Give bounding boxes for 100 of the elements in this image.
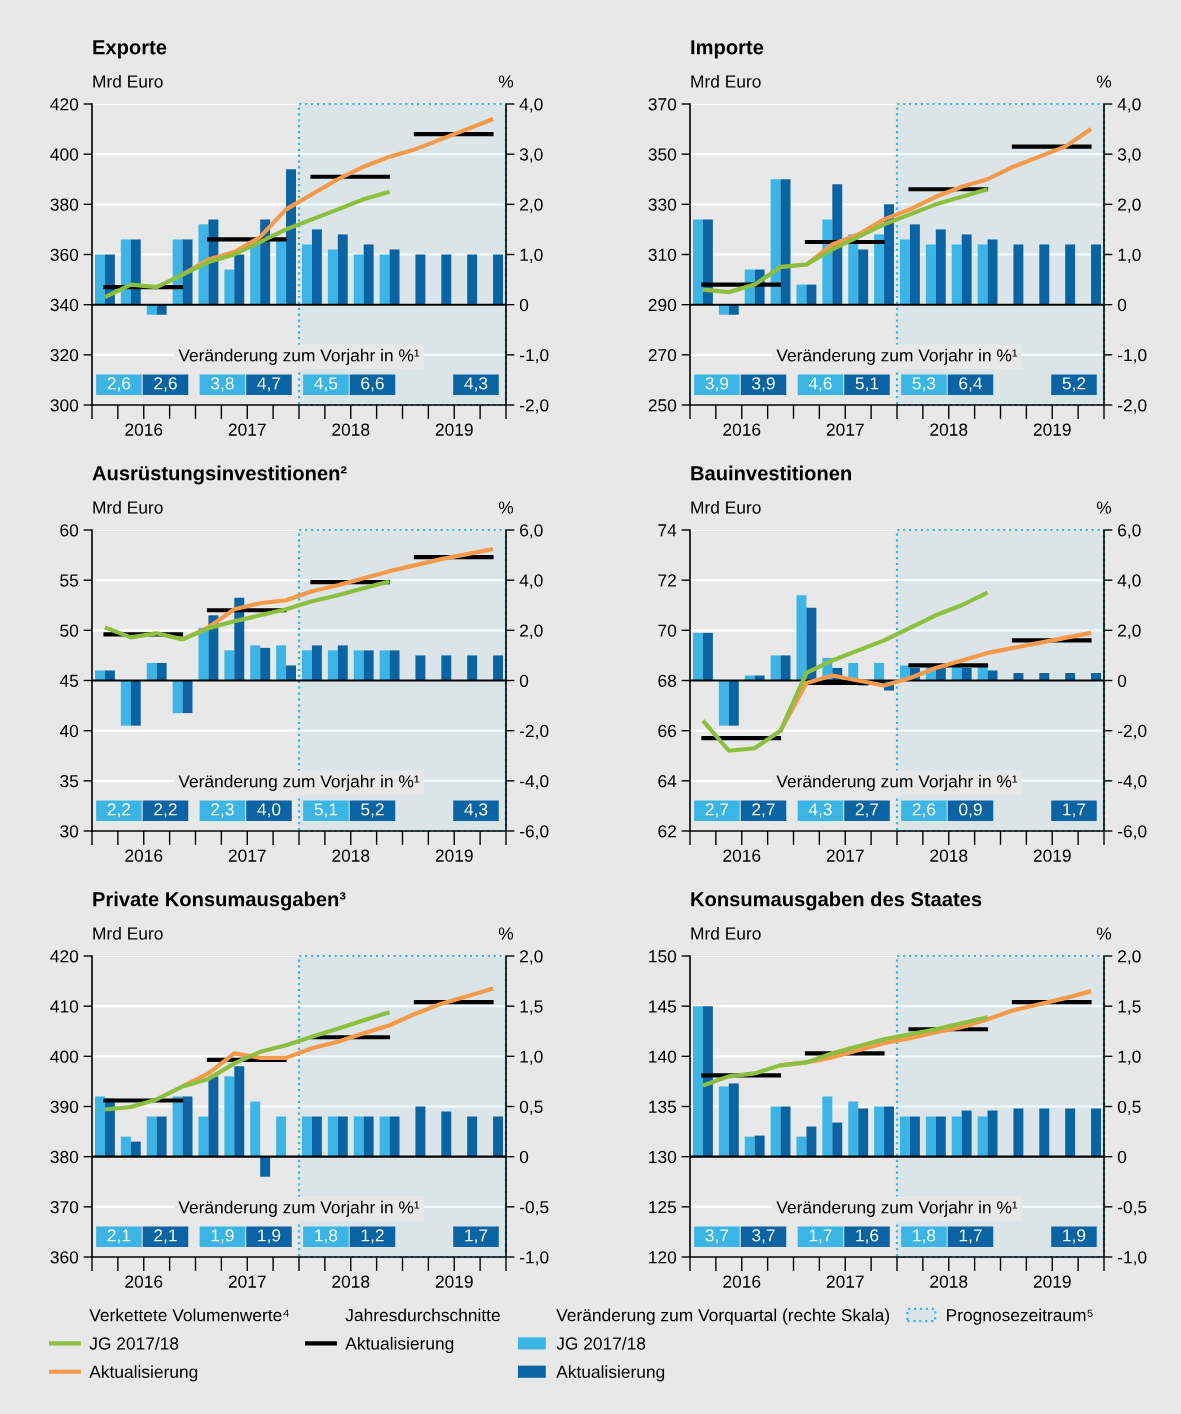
annotation: 1,8 (315, 1229, 338, 1244)
y-tick-label: 64 (658, 775, 677, 788)
y2-tick-label: 1,0 (1118, 248, 1141, 264)
y-tick-label: 410 (50, 1000, 79, 1013)
bar (822, 1096, 833, 1157)
y2-tick-label: -6,0 (519, 825, 549, 840)
bar (702, 632, 713, 681)
bar (415, 254, 426, 305)
bar (702, 1006, 713, 1157)
bar (987, 239, 998, 305)
annotation: 6,6 (361, 377, 384, 392)
legend-label: JG 2017/18 (556, 1336, 646, 1350)
annotation: 4,0 (257, 803, 281, 818)
y2-tick-label: 0,5 (1117, 1100, 1141, 1116)
bar (234, 254, 245, 305)
bar (693, 219, 703, 305)
annotation: 1,7 (1063, 803, 1086, 818)
bar (441, 1111, 452, 1157)
annotation: 2,7 (855, 803, 879, 818)
bar (467, 655, 478, 681)
legend-label: Prognosezeitraum⁵ (947, 1308, 1093, 1325)
y2-tick-label: 4,0 (519, 574, 543, 589)
bar (900, 239, 910, 305)
bar (770, 179, 781, 305)
bar (1091, 244, 1101, 305)
bar (250, 244, 261, 305)
y-tick-label: 55 (60, 574, 79, 587)
bar (208, 1076, 219, 1157)
bar (693, 1006, 703, 1157)
annotation: 2,2 (107, 803, 131, 818)
y-axis-title: Mrd Euro (93, 926, 163, 940)
bar (900, 1116, 910, 1157)
y2-tick-label: 6,0 (1118, 524, 1141, 539)
line-series (102, 579, 392, 642)
bar (728, 1083, 739, 1157)
annotation: 1,9 (258, 1229, 281, 1244)
y-tick-label: 300 (50, 399, 79, 412)
bar (276, 239, 287, 305)
y-tick-label: 320 (50, 349, 79, 362)
line-series (102, 189, 392, 300)
bar (302, 650, 312, 681)
legend-label: Aktualisierung (89, 1365, 198, 1382)
y2-tick-label: -1,0 (519, 1251, 549, 1266)
annotation: 1,9 (211, 1229, 234, 1244)
chart-title: Konsumausgaben des Staates (691, 891, 982, 911)
annotation: 1,2 (361, 1229, 384, 1244)
bar (260, 647, 271, 681)
annotation: 2,7 (705, 803, 729, 818)
y-tick-label: 66 (658, 724, 677, 738)
x-tick-label: 2016 (723, 1275, 761, 1288)
y-tick-label: 310 (648, 248, 677, 261)
bar (224, 650, 235, 681)
annotation: 0,9 (959, 803, 982, 818)
bar (276, 645, 287, 681)
bar (353, 254, 364, 305)
y-tick-label: 360 (50, 1251, 79, 1264)
y2-tick-label: 0 (1117, 298, 1127, 312)
line-series (102, 1010, 392, 1112)
y2-tick-label: 1,0 (520, 248, 543, 264)
y-tick-label: 350 (648, 148, 677, 161)
annotation: 1,6 (856, 1229, 879, 1244)
bar (286, 169, 296, 305)
bar (415, 1106, 426, 1157)
bar (493, 254, 503, 305)
bar (379, 650, 390, 681)
y-tick-label: 60 (60, 524, 79, 537)
y2-tick-label: 4,0 (519, 98, 543, 113)
y2-tick-label: 3,0 (1117, 148, 1141, 163)
bar (744, 1136, 755, 1157)
y2-tick-label: -2,0 (519, 724, 549, 740)
y2-tick-label: 2,0 (520, 624, 543, 639)
bar (925, 244, 936, 305)
bar (120, 239, 131, 305)
bar (234, 1066, 245, 1157)
annotation: Veränderung zum Vorjahr in %¹ (776, 774, 1018, 791)
y-tick-label: 35 (60, 775, 79, 788)
bar (728, 680, 739, 726)
y-axis-title: Mrd Euro (93, 74, 163, 88)
bar (363, 244, 374, 305)
chart-title: Ausrüstungsinvestitionen² (92, 465, 347, 485)
y-tick-label: 290 (648, 298, 677, 312)
bar (884, 1106, 894, 1157)
bar (961, 234, 972, 305)
x-tick-label: 2016 (125, 849, 163, 862)
bar (832, 1122, 843, 1157)
annotation: 1,8 (913, 1229, 936, 1244)
y2-tick-label: -2,0 (1117, 724, 1147, 740)
bar (250, 1101, 261, 1157)
bar (718, 304, 729, 315)
y-tick-label: 390 (50, 1100, 79, 1113)
bar (302, 1116, 312, 1157)
x-tick-label: 2019 (1033, 1275, 1071, 1288)
y-tick-label: 360 (50, 248, 79, 261)
bar (120, 1136, 131, 1157)
y-tick-label: 50 (60, 624, 79, 637)
bar (925, 1116, 936, 1157)
y2-tick-label: 1,5 (1118, 1000, 1141, 1015)
bar (95, 1096, 105, 1157)
bar (858, 249, 869, 305)
annotation: 4,5 (314, 377, 338, 392)
